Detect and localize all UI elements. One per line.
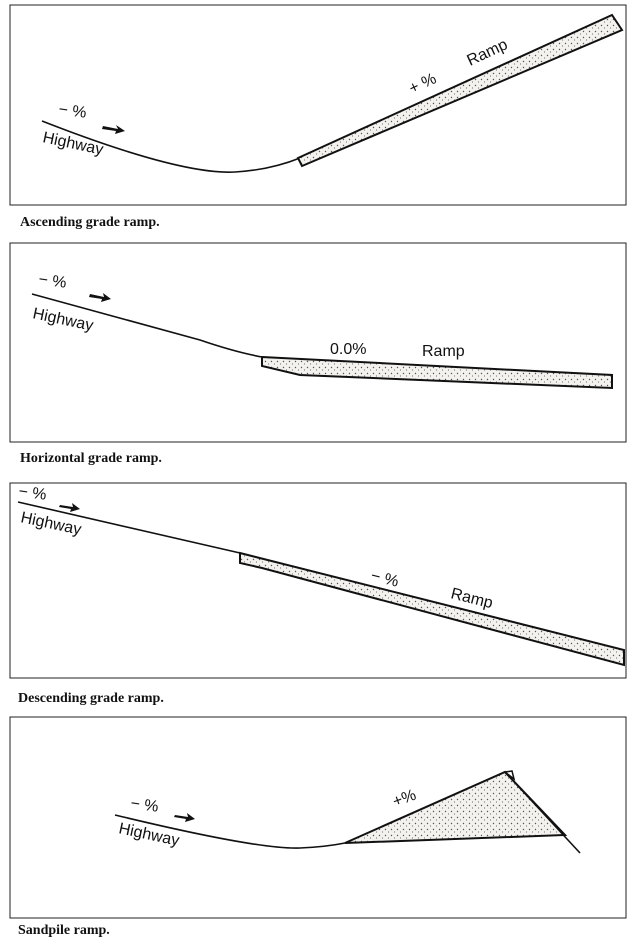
panel-frame (9, 4, 627, 206)
ramp-grade: +% (391, 787, 419, 811)
highway-grade: − % (17, 483, 47, 504)
ramp-shape (344, 770, 568, 844)
direction-arrow (59, 503, 80, 512)
highway-line (114, 814, 346, 849)
highway-label: Highway (19, 509, 83, 538)
highway-label: Highway (31, 305, 95, 334)
highway-grade: − % (129, 795, 159, 816)
ramp-shape (261, 355, 613, 390)
ramp-edge (504, 771, 581, 854)
panel-frame (9, 716, 627, 919)
highway-grade: − % (37, 271, 67, 292)
highway-line (17, 501, 241, 554)
caption: Horizontal grade ramp. (20, 451, 162, 466)
highway-label: Highway (41, 129, 105, 158)
direction-arrow (174, 813, 195, 822)
highway-grade: − % (57, 101, 87, 122)
highway-label: Highway (117, 820, 181, 849)
ramp-tip (503, 770, 516, 781)
ramp-grade: − % (369, 567, 400, 590)
panel-frame (9, 482, 627, 679)
ramp-shape (239, 551, 625, 667)
ramp-grade: 0.0% (330, 341, 366, 358)
direction-arrow (102, 125, 125, 134)
ramp-grade: + % (407, 70, 440, 97)
caption: Sandpile ramp. (18, 923, 110, 938)
ramp-label: Ramp (422, 343, 465, 360)
highway-line (41, 120, 301, 173)
highway-line (31, 293, 263, 358)
ramp-shape (296, 13, 624, 168)
caption: Descending grade ramp. (18, 691, 164, 706)
direction-arrow (89, 293, 111, 302)
caption: Ascending grade ramp. (20, 215, 160, 230)
panel-frame (9, 242, 627, 443)
